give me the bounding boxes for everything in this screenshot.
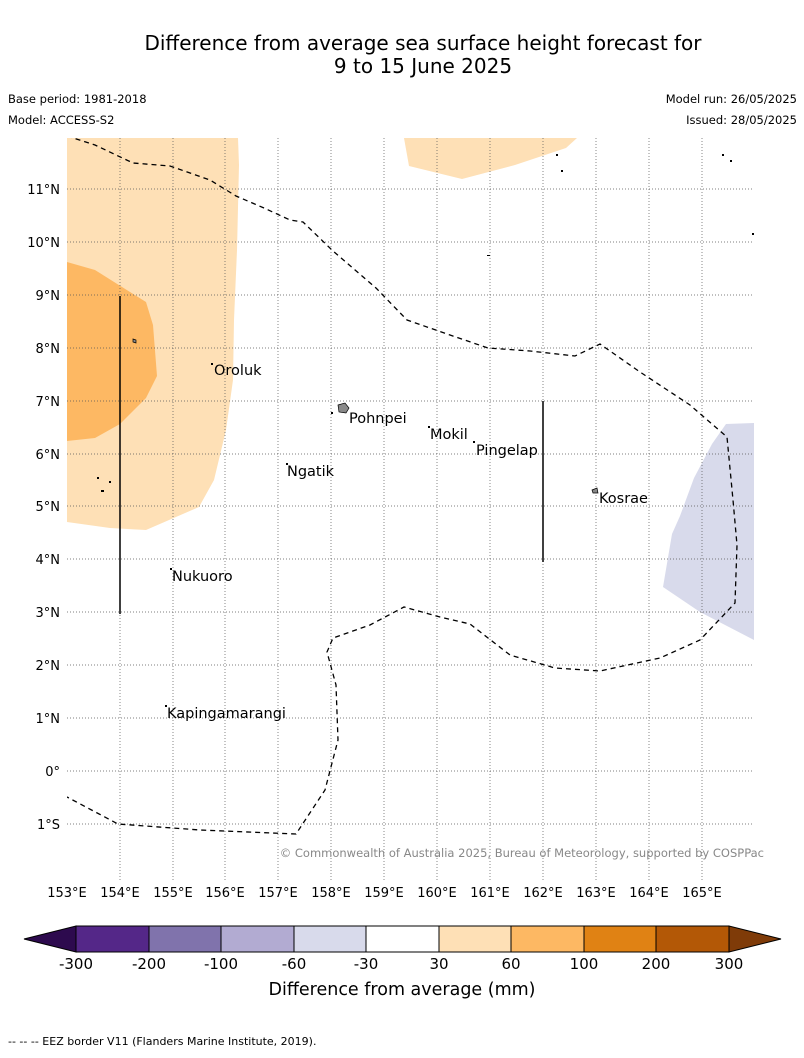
colorbar-tick-label: -100 [204,955,238,973]
lat-label: 10°N [27,236,60,251]
oroluk-atoll-icon [132,338,137,344]
colorbar-tick-label: 60 [501,955,520,973]
colorbar-segment [656,926,729,952]
place-nukuoro: Nukuoro [172,569,233,585]
lon-label: 155°E [153,886,193,901]
colorbar-extend-low [23,925,77,953]
lon-label: 164°E [629,886,669,901]
lat-label: 1°S [37,818,60,833]
map-title: Difference from average sea surface heig… [0,32,804,78]
lat-label: 5°N [36,500,61,515]
place-pohnpei: Pohnpei [349,411,407,427]
light-purple-region-east [663,423,754,640]
lon-label: 161°E [470,886,510,901]
lon-label: 160°E [417,886,457,901]
colorbar-tick-label: -200 [132,955,166,973]
colorbar-segment [149,926,221,952]
lon-label: 153°E [47,886,87,901]
place-oroluk: Oroluk [214,363,262,379]
lon-label: 162°E [523,886,563,901]
anomaly-shading [67,138,754,640]
place-labels: Oroluk Pohnpei Mokil Pingelap Ngatik Kos… [167,363,648,722]
pohnpei-island-icon [337,402,350,414]
lat-label: 3°N [36,606,61,621]
place-kapingamarangi: Kapingamarangi [167,706,286,722]
lat-label: 7°N [36,395,61,410]
lat-label: 6°N [36,448,61,463]
model-run: Model run: 26/05/2025 [665,92,797,106]
issued-date: Issued: 28/05/2025 [686,113,797,127]
lat-label: 9°N [36,289,61,304]
light-orange-region-north [404,138,577,179]
lat-label: 4°N [36,553,61,568]
islands [132,338,599,494]
lat-label: 11°N [27,183,60,198]
lat-labels: 11°N 10°N 9°N 8°N 7°N 6°N 5°N 4°N 3°N 2°… [27,183,60,833]
colorbar-segment [439,926,511,952]
lon-labels: 153°E 154°E 155°E 156°E 157°E 158°E 159°… [47,886,722,901]
colorbar-segment [366,926,439,952]
lon-label: 154°E [100,886,140,901]
colorbar-tick-label: -30 [354,955,379,973]
colorbar-tick-label: -300 [59,955,93,973]
orange-region-west [67,262,157,441]
lat-label: 0° [45,765,60,780]
lon-label: 159°E [364,886,404,901]
place-pingelap: Pingelap [476,443,538,459]
eez-footnote: -- -- -- EEZ border V11 (Flanders Marine… [8,1035,317,1048]
colorbar: -300 -200 -100 -60 -30 30 60 100 200 300… [23,925,782,1000]
colorbar-tick-label: 300 [715,955,744,973]
copyright-text: © Commonwealth of Australia 2025, Bureau… [280,846,764,860]
lat-label: 8°N [36,342,61,357]
colorbar-extend-high [728,925,782,953]
colorbar-title: Difference from average (mm) [268,980,535,1000]
model-name: Model: ACCESS-S2 [8,113,115,127]
colorbar-tick-label: 200 [642,955,671,973]
lon-label: 165°E [682,886,722,901]
colorbar-tick-label: 30 [429,955,448,973]
place-ngatik: Ngatik [287,464,335,480]
colorbar-segment [294,926,366,952]
place-kosrae: Kosrae [599,491,648,507]
title-line-1: Difference from average sea surface heig… [144,31,702,55]
lat-label: 1°N [36,712,61,727]
lon-label: 163°E [576,886,616,901]
lon-label: 156°E [205,886,245,901]
gridlines [67,138,754,880]
colorbar-tick-label: -60 [282,955,307,973]
lon-label: 158°E [311,886,351,901]
title-line-2: 9 to 15 June 2025 [333,54,513,78]
lat-label: 2°N [36,659,61,674]
place-mokil: Mokil [430,427,468,443]
colorbar-segment [511,926,584,952]
small-atoll-marks [97,154,754,707]
lon-label: 157°E [258,886,298,901]
colorbar-segment [221,926,294,952]
colorbar-segment [76,926,149,952]
base-period: Base period: 1981-2018 [8,92,147,106]
colorbar-tick-label: 100 [570,955,599,973]
colorbar-segment [584,926,656,952]
kosrae-island-icon [591,487,599,494]
